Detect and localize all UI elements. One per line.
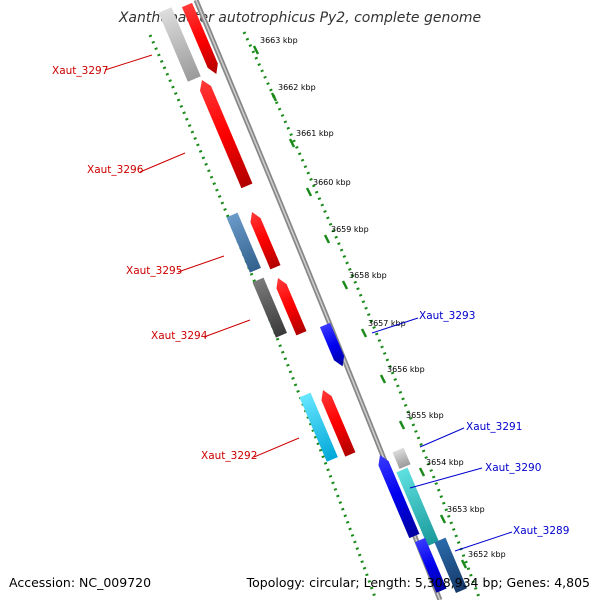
kbp-tick-label: 3663 kbp [260, 36, 298, 45]
gene-leader-line [139, 152, 186, 173]
kbp-tick-label: 3662 kbp [278, 83, 316, 92]
kbp-tick-label: 3658 kbp [349, 271, 387, 280]
kbp-tick-label: 3656 kbp [387, 365, 425, 374]
gene-block-gray-top [158, 7, 201, 82]
kbp-tick-mark [341, 280, 349, 290]
kbp-tick-label: 3660 kbp [313, 178, 351, 187]
kbp-tick-label: 3661 kbp [296, 129, 334, 138]
outer-tick-track [242, 31, 482, 600]
gene-label-forward: Xaut_3296 [87, 164, 144, 176]
gene-label-forward: Xaut_3295 [126, 265, 182, 277]
kbp-tick-label: 3655 kbp [406, 411, 444, 420]
kbp-tick-mark [305, 187, 313, 197]
gene-leader-line [104, 54, 153, 71]
gene-block-blue-3 [414, 537, 447, 593]
gene-label-reverse: Xaut_3289 [513, 525, 569, 537]
kbp-tick-mark [418, 467, 426, 477]
gene-block-gray-2 [392, 447, 411, 469]
kbp-tick-label: 3653 kbp [447, 505, 485, 514]
gene-leader-line [177, 255, 225, 273]
gene-label-reverse: Xaut_3291 [466, 421, 522, 433]
gene-leader-line [203, 319, 251, 338]
kbp-tick-label: 3652 kbp [468, 550, 506, 559]
kbp-tick-label: 3654 kbp [426, 458, 464, 467]
gene-block-steel-1 [226, 212, 261, 273]
inner-tick-track [148, 34, 378, 600]
gene-block-red-1 [181, 2, 218, 75]
gene-block-red-3 [250, 212, 281, 270]
gene-leader-line [253, 437, 300, 458]
kbp-tick-mark [439, 514, 447, 524]
gene-leader-line [419, 427, 465, 448]
kbp-tick-mark [323, 234, 331, 244]
genome-summary: Topology: circular; Length: 5,308,934 bp… [246, 575, 590, 590]
gene-leader-line [409, 467, 483, 489]
gene-block-teal-1 [396, 467, 439, 546]
kbp-tick-mark [270, 92, 278, 102]
gene-leader-line [454, 531, 513, 552]
kbp-tick-mark [288, 138, 296, 148]
accession-label: Accession: NC_009720 [9, 575, 152, 590]
gene-label-forward: Xaut_3294 [151, 330, 208, 342]
gene-block-red-2 [199, 80, 253, 189]
gene-leader-line [371, 317, 419, 334]
gene-label-forward: Xaut_3292 [201, 450, 257, 462]
kbp-tick-mark [379, 374, 387, 384]
gene-block-blue-2 [378, 455, 420, 539]
gene-block-cyan-1 [299, 392, 338, 462]
kbp-tick-label: 3659 kbp [331, 225, 369, 234]
gene-label-forward: Xaut_3297 [52, 65, 108, 77]
gene-block-red-4 [276, 278, 307, 336]
map-title: Xanthobacter autotrophicus Py2, complete… [118, 10, 482, 26]
kbp-tick-label: 3657 kbp [368, 319, 406, 328]
kbp-tick-mark [252, 45, 260, 55]
gene-label-reverse: Xaut_3290 [485, 462, 541, 474]
gene-block-dark-1 [252, 277, 287, 338]
gene-label-reverse: Xaut_3293 [419, 310, 475, 322]
gene-block-darkblue-1 [434, 537, 468, 593]
kbp-tick-mark [360, 328, 368, 338]
kbp-tick-mark [460, 559, 468, 569]
gene-block-blue-1 [319, 322, 345, 367]
kbp-tick-mark [398, 420, 406, 430]
gene-block-red-5 [321, 390, 356, 457]
